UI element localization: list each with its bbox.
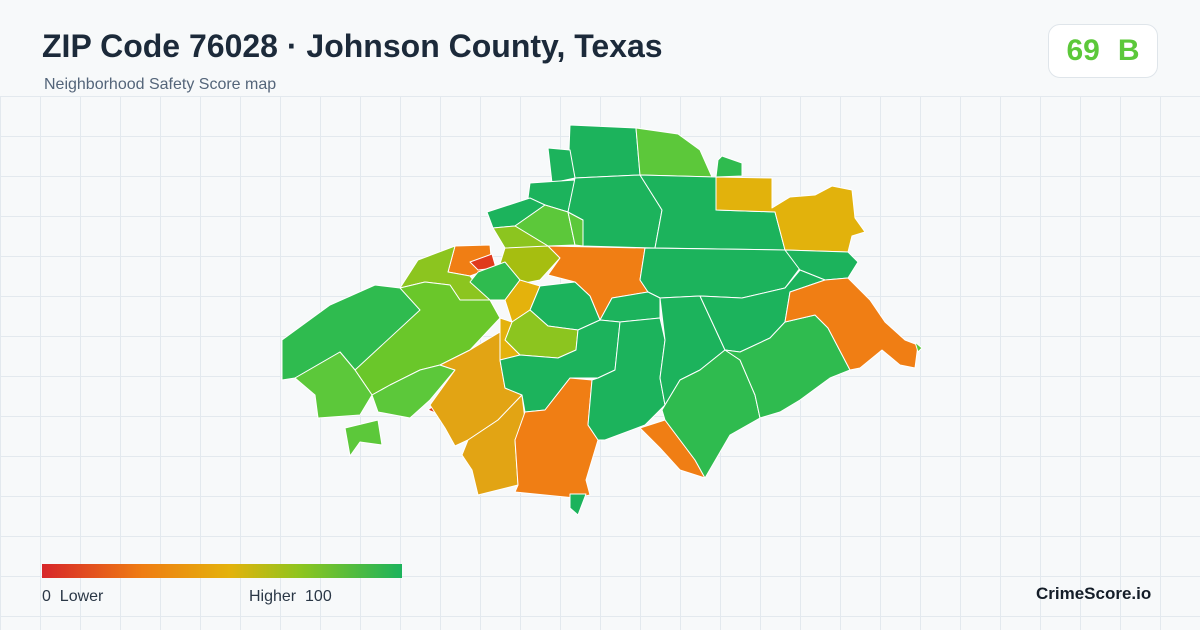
map-region[interactable] bbox=[294, 351, 373, 419]
score-grade: B bbox=[1117, 34, 1140, 67]
safety-score-badge: 69 B bbox=[1048, 24, 1158, 78]
legend-high-label: Higher 100 bbox=[249, 588, 332, 606]
page-subtitle: Neighborhood Safety Score map bbox=[44, 76, 277, 93]
map-region[interactable] bbox=[784, 277, 919, 371]
map-region[interactable] bbox=[547, 147, 576, 184]
legend-high-value: 100 bbox=[305, 588, 332, 605]
map-region[interactable] bbox=[715, 176, 866, 253]
map-region[interactable] bbox=[661, 349, 761, 479]
brand-logo-text[interactable]: CrimeScore.io bbox=[1036, 584, 1152, 603]
legend-low-label: 0 Lower bbox=[42, 588, 103, 606]
map-region[interactable] bbox=[514, 377, 599, 499]
legend-low-value: 0 bbox=[42, 588, 51, 605]
legend-low-text: Lower bbox=[59, 588, 104, 605]
map-region[interactable] bbox=[635, 127, 713, 178]
map-region[interactable] bbox=[344, 419, 383, 457]
header: ZIP Code 76028 · Johnson County, Texas N… bbox=[0, 0, 1200, 96]
score-value: 69 bbox=[1066, 34, 1100, 67]
map-region[interactable] bbox=[568, 124, 641, 179]
page-title: ZIP Code 76028 · Johnson County, Texas bbox=[42, 28, 663, 64]
legend-high-text: Higher bbox=[249, 588, 297, 605]
map-region[interactable] bbox=[715, 155, 743, 178]
map-region[interactable] bbox=[281, 284, 421, 381]
map-region[interactable] bbox=[724, 314, 851, 419]
legend-color-scale bbox=[42, 564, 402, 578]
map-region[interactable] bbox=[569, 493, 587, 516]
map-region[interactable] bbox=[914, 341, 923, 353]
